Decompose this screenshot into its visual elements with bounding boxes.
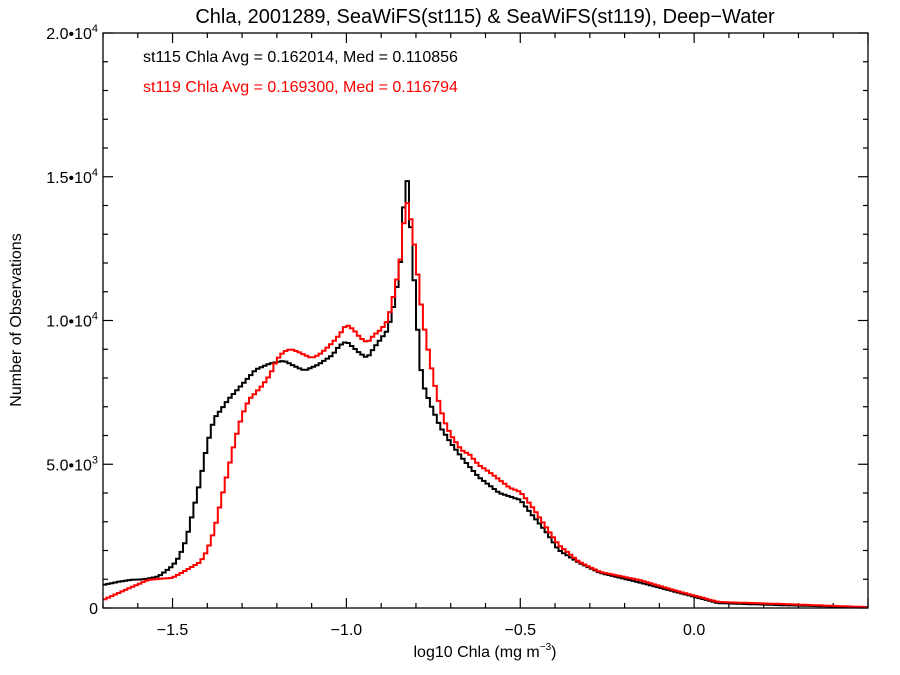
legend-st115: st115 Chla Avg = 0.162014, Med = 0.11085… xyxy=(143,49,458,66)
y-tick-label: 0 xyxy=(89,601,98,618)
x-tick-label: −0.5 xyxy=(504,622,536,639)
x-tick-label: 0.0 xyxy=(683,622,705,639)
x-tick-label: −1.0 xyxy=(331,622,363,639)
y-tick-mantissa: 2.0•10 xyxy=(46,26,92,43)
y-tick-mantissa: 0 xyxy=(89,601,98,618)
y-tick-label: 1.0•104 xyxy=(46,311,98,331)
legend-st119: st119 Chla Avg = 0.169300, Med = 0.11679… xyxy=(143,79,458,96)
x-axis-label: log10 Chla (mg m−3) xyxy=(413,642,556,661)
y-tick-exponent: 4 xyxy=(92,23,98,35)
y-tick-label: 1.5•104 xyxy=(46,167,98,187)
y-tick-exponent: 3 xyxy=(92,454,98,466)
x-tick-label: −1.5 xyxy=(157,622,189,639)
y-tick-mantissa: 1.5•10 xyxy=(46,170,92,187)
y-tick-mantissa: 1.0•10 xyxy=(46,314,92,331)
axis-ticks: −1.5 −1.0 −0.5 0.005.0•1031.0•1041.5•1042.0… xyxy=(46,23,869,639)
y-tick-exponent: 4 xyxy=(92,167,98,179)
y-tick-mantissa: 5.0•10 xyxy=(46,457,92,474)
x-axis-label-main: log10 Chla (mg m xyxy=(413,644,539,661)
y-axis-label: Number of Observations xyxy=(8,233,25,406)
chart-title: Chla, 2001289, SeaWiFS(st115) & SeaWiFS(… xyxy=(195,6,775,28)
x-axis-label-close: ) xyxy=(551,644,556,661)
x-axis-label-sup: −3 xyxy=(540,642,552,653)
plot-frame xyxy=(102,32,869,609)
series-st115-histogram xyxy=(103,180,868,609)
series-group xyxy=(103,180,868,609)
series-st119-histogram xyxy=(103,202,868,609)
y-tick-label: 2.0•104 xyxy=(46,23,98,43)
y-tick-exponent: 4 xyxy=(92,311,98,323)
y-tick-label: 5.0•103 xyxy=(46,454,98,474)
